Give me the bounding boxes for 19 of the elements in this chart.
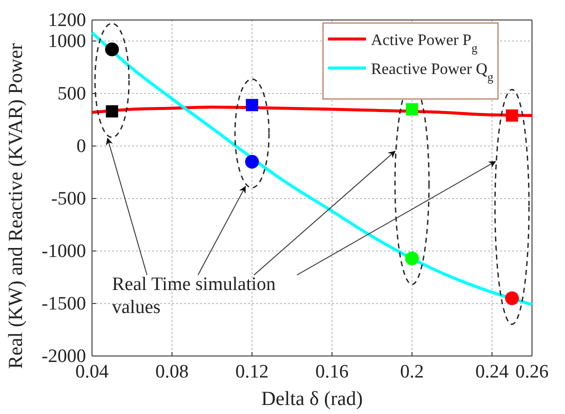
y-tick-label: -500	[51, 188, 86, 210]
x-tick-label: 0.12	[235, 361, 269, 382]
x-tick-label: 0.26	[515, 361, 549, 382]
y-tick-label: 0	[76, 136, 86, 158]
x-tick-label: 0.24	[475, 361, 510, 382]
x-axis-title: Delta δ (rad)	[261, 388, 363, 410]
y-tick-label: -1000	[42, 241, 86, 262]
y-tick-label: 500	[58, 84, 86, 105]
line-series	[90, 106, 534, 118]
x-tick-label: 0.16	[315, 361, 349, 382]
y-tick-label: -1500	[42, 294, 86, 315]
y-tick-label: 1000	[48, 31, 86, 52]
legend-label: Reactive Power Q$_{g}$	[371, 61, 494, 84]
legend-label: Active Power P$_{g}$	[371, 32, 478, 55]
x-tick-label: 0.08	[155, 361, 189, 382]
annotation: Real Time simulation values	[112, 274, 276, 318]
y-tick-label: 1200	[48, 10, 86, 32]
x-tick-label: 0.2	[400, 361, 424, 382]
y-axis-title: Real (KW) and Reactive (KVAR) Power	[5, 42, 27, 369]
